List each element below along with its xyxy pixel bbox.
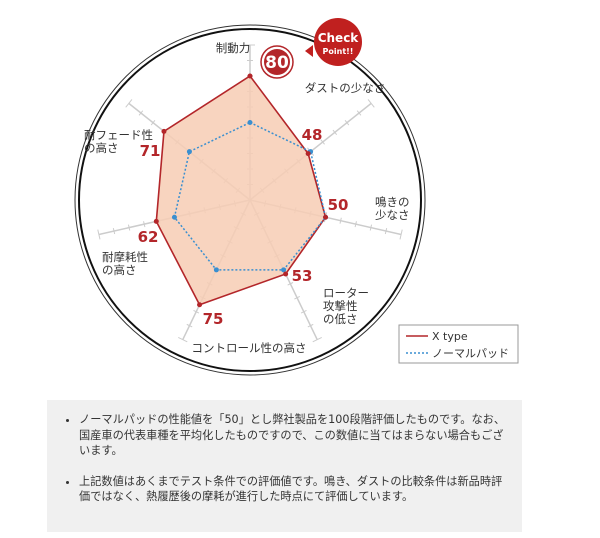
axis-tick (186, 323, 193, 328)
badge-line1: Check (318, 31, 360, 45)
xtype-point (305, 151, 311, 157)
value-badge (264, 49, 290, 75)
axis-tick (344, 120, 350, 126)
axis-tick (312, 337, 322, 343)
normal-point (186, 149, 192, 155)
xtype-point (153, 218, 159, 224)
axis-tick (367, 99, 375, 108)
xtype-point (323, 214, 329, 220)
axis-tick (300, 309, 307, 314)
axis-label: ローター (323, 286, 369, 300)
legend-label-xtype: X type (432, 330, 468, 343)
axis-tick (399, 229, 403, 240)
value-label: 62 (138, 228, 159, 246)
normal-point (171, 214, 177, 220)
value-label: 53 (292, 267, 313, 285)
axis-label: 耐フェード性 (84, 128, 153, 142)
axis-tick (127, 224, 131, 231)
axis-label: 耐摩耗性 (102, 250, 148, 264)
axis-tick (339, 217, 342, 224)
notes-panel: ノーマルパッドの性能値を「50」とし弊社製品を100段階評価したものです。なお、… (47, 400, 522, 532)
value-label: 48 (302, 126, 323, 144)
radar-chart: 80 48 50 53 75 62 71 制動力ダストの少なさ鳴きの少なさローター攻撃性の低さ… (74, 18, 519, 376)
axis-tick (97, 229, 101, 240)
axis-label: 攻撃性 (323, 299, 358, 313)
axis-tick (320, 139, 325, 145)
value-label: 50 (328, 196, 349, 214)
badge-pointer-icon (305, 45, 313, 57)
axis-tick (150, 120, 156, 126)
normal-point (247, 120, 253, 125)
xtype-point (197, 302, 203, 308)
axis-label: の高さ (102, 263, 137, 277)
axis-tick (307, 323, 314, 328)
axis-label: 制動力 (216, 41, 251, 55)
legend: X type ノーマルパッド (398, 324, 519, 364)
inner-ring (78, 28, 422, 372)
axis-tick (332, 129, 338, 136)
badge-line2: Point!! (323, 47, 354, 56)
legend-label-normal: ノーマルパッド (432, 347, 509, 360)
axis-label: 鳴きの (375, 195, 410, 209)
axis-tick (354, 221, 357, 228)
axis-label: の低さ (323, 312, 358, 326)
value-label: 80 (265, 53, 289, 73)
note-item: ノーマルパッドの性能値を「50」とし弊社製品を100段階評価したものです。なお、… (79, 412, 506, 459)
axis-label: の高さ (84, 141, 119, 155)
axis-tick (178, 337, 188, 343)
xtype-point (283, 271, 289, 277)
xtype-point (247, 73, 253, 79)
normal-point (213, 267, 219, 273)
value-label: 75 (203, 310, 224, 328)
series-normal-line (173, 121, 327, 271)
axis-tick (384, 228, 388, 235)
axis-tick (143, 221, 146, 228)
outer-ring (74, 24, 426, 376)
check-point-badge: Check Point!! (305, 18, 362, 66)
axis-label: 少なさ (375, 208, 410, 222)
badge-circle (314, 18, 362, 66)
axis-tick (287, 282, 294, 286)
axis-tick (356, 110, 362, 116)
axis-tick (112, 228, 116, 235)
note-item: 上記数値はあくまでテスト条件での評価値です。鳴き、ダストの比較条件は新品時評価で… (79, 474, 506, 505)
value-label: 71 (140, 142, 161, 160)
normal-point (281, 267, 287, 273)
axis-tick (369, 224, 373, 231)
legend-box (398, 324, 519, 364)
axis-tick (193, 309, 200, 314)
axis-label: ダストの少なさ (305, 81, 386, 95)
axis-tick (294, 296, 300, 300)
axis-label: コントロール性の高さ (192, 341, 307, 355)
xtype-point (161, 128, 167, 134)
axis-tick (125, 99, 133, 108)
axis-tick (138, 110, 144, 116)
